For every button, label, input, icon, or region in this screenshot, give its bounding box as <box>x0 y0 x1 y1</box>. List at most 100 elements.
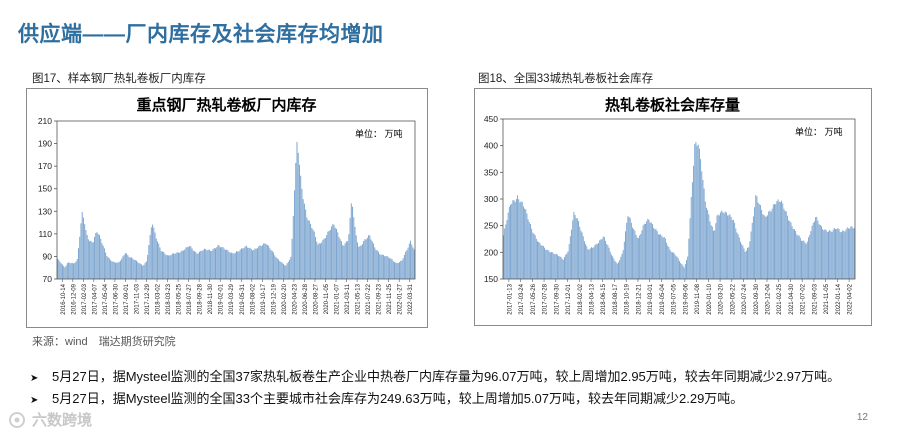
chart-bar <box>728 215 730 279</box>
chart-title: 重点钢厂热轧卷板厂内库存 <box>136 96 316 114</box>
chart-bar <box>615 262 617 279</box>
chart-bar <box>695 142 697 279</box>
chart-bar <box>561 258 563 279</box>
chart-bar <box>682 265 684 279</box>
chart-bar <box>182 250 184 279</box>
chart-bar <box>812 222 814 279</box>
chart-bar <box>73 263 75 279</box>
chart-bar <box>315 236 317 279</box>
chart-bar <box>286 263 288 279</box>
y-tick-label: 450 <box>484 114 498 124</box>
chart-bar <box>207 249 209 279</box>
chart-bar <box>98 235 100 279</box>
chart-bar <box>531 228 533 279</box>
chart-bar <box>298 164 300 279</box>
watermark-logo-icon <box>9 411 25 428</box>
chart-bar <box>248 248 250 279</box>
slide-title: 供应端——厂内库存及社会库存均增加 <box>18 23 384 46</box>
chart-bar <box>566 253 568 279</box>
chart-bar <box>371 241 373 279</box>
chart-bar <box>250 249 252 279</box>
chart-bar <box>532 232 534 279</box>
chart-bar <box>637 238 639 279</box>
x-tick-label: 2017-09-30 <box>554 283 560 314</box>
chart-bar <box>829 230 831 279</box>
x-tick-label: 2018-10-19 <box>625 283 631 314</box>
chart-bar <box>629 218 631 279</box>
chart-bar <box>107 257 109 279</box>
chart-bar <box>91 242 93 279</box>
chart-bar <box>69 263 71 279</box>
chart-bar <box>522 206 524 279</box>
y-tick-label: 170 <box>38 161 52 171</box>
chart-bar <box>755 195 757 279</box>
chart-bar <box>677 258 679 279</box>
chart-bar <box>508 206 510 279</box>
chart-bar <box>276 258 278 279</box>
chart-bar <box>350 203 352 279</box>
chart-bar <box>302 199 304 279</box>
chart-bar <box>774 204 775 279</box>
chart-bar <box>549 252 551 279</box>
chart-bar <box>521 201 523 279</box>
chart-bar <box>826 232 828 279</box>
y-tick-label: 110 <box>38 229 52 239</box>
y-tick-label: 90 <box>43 251 53 261</box>
chart-bar <box>808 237 810 279</box>
chart-bar <box>560 256 562 279</box>
chart-bar <box>702 179 704 279</box>
chart-bar <box>127 255 129 279</box>
source-label: 来源：wind <box>32 336 88 348</box>
chart-bar <box>310 223 312 279</box>
chart-bar <box>249 247 251 279</box>
chart-bar <box>311 228 313 279</box>
chart-bar <box>628 216 630 279</box>
chart-bar <box>819 224 821 279</box>
x-tick-label: 2019-03-29 <box>229 283 235 314</box>
chart-bar <box>642 225 644 279</box>
chart-bar <box>542 245 544 279</box>
chart-bar <box>581 232 583 279</box>
chart-bar <box>303 203 305 279</box>
chart-bar <box>82 217 84 279</box>
chart-bar <box>187 247 189 279</box>
chart-bar <box>133 259 135 279</box>
chart-bar <box>100 238 102 279</box>
chart-bar <box>749 241 751 279</box>
chart-bar <box>366 237 368 279</box>
chart-bar <box>95 233 97 279</box>
chart-bar <box>789 221 791 279</box>
chart-bar <box>850 226 852 279</box>
chart-bar <box>380 255 382 279</box>
x-tick-label: 2021-02-25 <box>777 283 783 314</box>
x-tick-label: 2021-11-25 <box>387 283 393 314</box>
chart-bar <box>674 253 676 279</box>
chart-bar <box>791 226 793 279</box>
chart-bar <box>853 228 855 279</box>
chart-bar <box>765 216 767 279</box>
chart-bar <box>279 261 281 279</box>
chart-bar <box>237 251 239 279</box>
chart-bar <box>634 230 636 279</box>
chart-bar <box>844 231 846 279</box>
chart-bar <box>662 237 664 279</box>
chart-bar <box>673 252 675 279</box>
chart-bar <box>716 215 718 279</box>
chart-bar <box>779 201 781 279</box>
chart-bar <box>735 228 737 279</box>
chart-bar <box>635 234 637 279</box>
chart-bar <box>661 235 663 279</box>
chart-bar <box>748 247 750 279</box>
chart-bar <box>189 246 191 279</box>
x-tick-label: 2022-04-02 <box>848 283 854 314</box>
chart-bar <box>754 207 756 279</box>
chart-bar <box>294 190 296 279</box>
x-tick-label: 2017-12-01 <box>566 283 572 314</box>
chart-bar <box>737 234 739 279</box>
chart-bar <box>373 243 375 279</box>
chart-bar <box>175 253 177 279</box>
chart-bar <box>277 259 279 279</box>
chart-bar <box>782 203 784 279</box>
chart-bar <box>317 244 319 279</box>
